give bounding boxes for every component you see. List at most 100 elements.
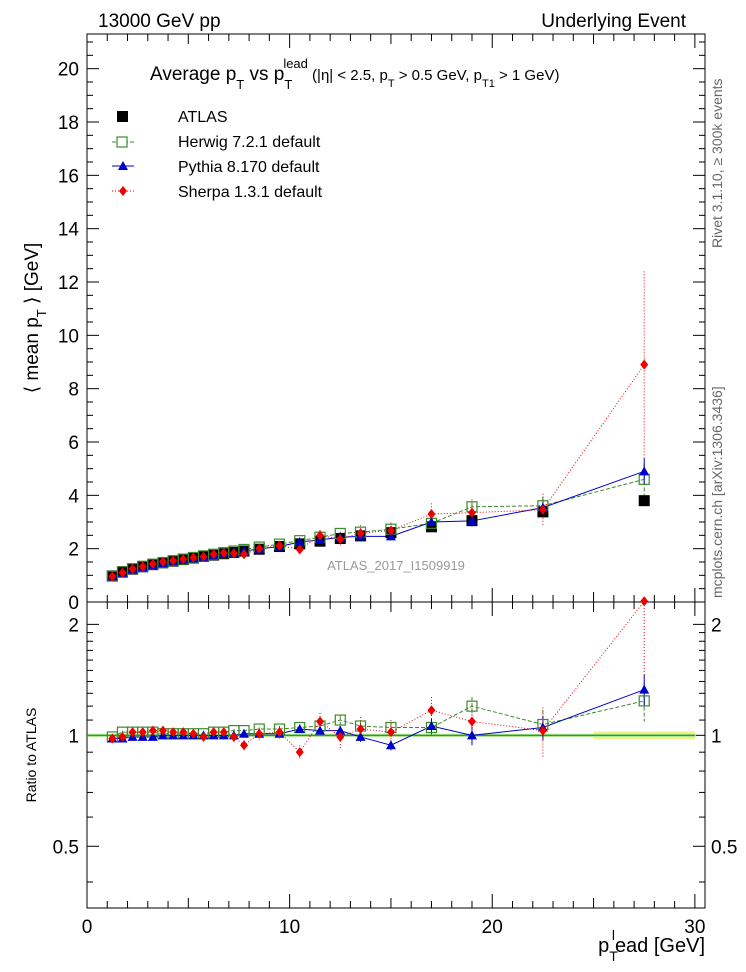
main-y-tick-label: 12 bbox=[58, 273, 79, 294]
legend: ATLAS Herwig 7.2.1 default Pythia 8.170 … bbox=[112, 109, 323, 201]
main-sherpa-point bbox=[138, 561, 147, 572]
ratio-y-tick-label-right: 1 bbox=[711, 726, 722, 747]
main-sherpa-point bbox=[255, 543, 264, 554]
main-y-tick-label: 6 bbox=[68, 433, 79, 454]
ratio-sherpa-point bbox=[229, 731, 238, 742]
main-atlas-point bbox=[638, 495, 650, 507]
header-energy-label: 13000 GeV pp bbox=[98, 11, 221, 32]
ratio-y-tick-label: 0.5 bbox=[53, 837, 79, 858]
main-sherpa-point bbox=[219, 547, 228, 558]
ratio-sherpa-point bbox=[255, 728, 264, 739]
header-category-label: Underlying Event bbox=[541, 11, 686, 32]
ratio-pythia-point bbox=[147, 731, 158, 741]
ratio-sherpa-point bbox=[209, 727, 218, 738]
main-sherpa-point bbox=[275, 540, 284, 551]
main-y-tick-label: 18 bbox=[58, 113, 79, 134]
ratio-sherpa-point bbox=[158, 725, 167, 736]
main-pythia-point bbox=[385, 531, 396, 541]
x-tick-label: 20 bbox=[482, 917, 503, 938]
main-y-axis-label: ⟨ mean pT ⟩ [GeV] bbox=[22, 243, 49, 394]
ratio-herwig-point bbox=[638, 695, 650, 707]
ratio-sherpa-point bbox=[316, 716, 325, 727]
ratio-sherpa-point bbox=[189, 728, 198, 739]
main-sherpa-point bbox=[209, 549, 218, 560]
main-y-tick-label: 16 bbox=[58, 166, 79, 187]
main-sherpa-point bbox=[108, 571, 117, 582]
ratio-sherpa-point bbox=[386, 727, 395, 738]
ratio-y-tick-label-right: 0.5 bbox=[711, 837, 737, 858]
main-pythia-point bbox=[639, 466, 650, 476]
ratio-sherpa-point bbox=[467, 716, 476, 727]
ratio-sherpa-point bbox=[275, 727, 284, 738]
main-sherpa-point bbox=[640, 359, 649, 370]
ratio-sherpa-point bbox=[108, 733, 117, 744]
ratio-pythia-point bbox=[315, 725, 326, 735]
ratio-sherpa-point bbox=[128, 727, 137, 738]
ratio-pythia-point bbox=[426, 720, 437, 730]
ratio-y-tick-label: 2 bbox=[68, 615, 79, 636]
ratio-sherpa-point bbox=[219, 727, 228, 738]
ratio-sherpa-point bbox=[148, 725, 157, 736]
main-sherpa-point bbox=[128, 563, 137, 574]
x-tick-label: 30 bbox=[684, 917, 705, 938]
legend-pythia-label: Pythia 8.170 default bbox=[178, 159, 320, 176]
legend-pythia-icon bbox=[118, 161, 128, 170]
rivet-version-label: Rivet 3.1.10, ≥ 300k events bbox=[709, 78, 725, 248]
mcplots-label: mcplots.cern.ch [arXiv:1306.3436] bbox=[709, 386, 725, 598]
ratio-sherpa-point bbox=[640, 596, 649, 607]
main-sherpa-point bbox=[427, 509, 436, 519]
main-pythia-point bbox=[466, 515, 477, 525]
legend-herwig-label: Herwig 7.2.1 default bbox=[178, 134, 321, 151]
main-sherpa-point bbox=[199, 551, 208, 562]
ratio-y-tick-label: 1 bbox=[68, 726, 79, 747]
analysis-watermark: ATLAS_2017_I1509919 bbox=[327, 558, 465, 573]
main-sherpa-point bbox=[336, 534, 345, 545]
ratio-pythia-point bbox=[355, 731, 366, 741]
main-y-tick-label: 20 bbox=[58, 60, 79, 81]
ratio-sherpa-point bbox=[138, 727, 147, 738]
main-pythia-point bbox=[294, 537, 305, 546]
ratio-sherpa-line bbox=[112, 600, 645, 753]
main-y-tick-label: 0 bbox=[68, 593, 79, 614]
main-sherpa-point bbox=[179, 554, 188, 565]
main-sherpa-point bbox=[158, 556, 167, 567]
main-sherpa-point bbox=[316, 530, 325, 541]
main-sherpa-point bbox=[295, 544, 304, 555]
main-sherpa-point bbox=[229, 548, 238, 559]
legend-sherpa-icon bbox=[119, 186, 127, 196]
ratio-herwig-point bbox=[466, 700, 478, 712]
ratio-sherpa-point bbox=[356, 724, 365, 735]
x-tick-label: 10 bbox=[279, 917, 300, 938]
ratio-sherpa-point bbox=[240, 740, 249, 751]
legend-atlas-label: ATLAS bbox=[178, 109, 228, 126]
main-sherpa-point bbox=[467, 507, 476, 518]
legend-herwig-icon bbox=[116, 136, 128, 148]
ratio-panel-frame bbox=[86, 601, 706, 909]
main-pythia-point bbox=[426, 517, 437, 526]
ratio-pythia-point bbox=[639, 684, 650, 694]
main-y-tick-label: 10 bbox=[58, 326, 79, 347]
main-sherpa-point bbox=[386, 525, 395, 536]
ratio-pythia-point bbox=[466, 730, 477, 740]
main-sherpa-point bbox=[538, 504, 547, 515]
ratio-pythia-point bbox=[239, 728, 250, 738]
main-sherpa-point bbox=[240, 549, 249, 560]
ratio-pythia-point bbox=[385, 740, 396, 750]
ratio-pythia-point bbox=[335, 725, 346, 735]
ratio-herwig-point bbox=[334, 714, 346, 726]
ratio-sherpa-point bbox=[169, 727, 178, 738]
ratio-sherpa-point bbox=[179, 727, 188, 738]
x-tick-label: 0 bbox=[82, 917, 93, 938]
main-sherpa-point bbox=[356, 528, 365, 539]
main-y-tick-label: 4 bbox=[68, 486, 79, 507]
ratio-sherpa-point bbox=[538, 725, 547, 736]
ratio-y-axis-label: Ratio to ATLAS bbox=[23, 708, 39, 803]
main-sherpa-point bbox=[118, 567, 127, 578]
legend-sherpa-label: Sherpa 1.3.1 default bbox=[178, 184, 323, 201]
ratio-y-tick-label-right: 2 bbox=[711, 615, 722, 636]
ratio-sherpa-point bbox=[336, 731, 345, 742]
legend-atlas-icon bbox=[117, 111, 128, 122]
main-y-tick-label: 14 bbox=[58, 220, 80, 241]
ratio-sherpa-point bbox=[199, 731, 208, 742]
